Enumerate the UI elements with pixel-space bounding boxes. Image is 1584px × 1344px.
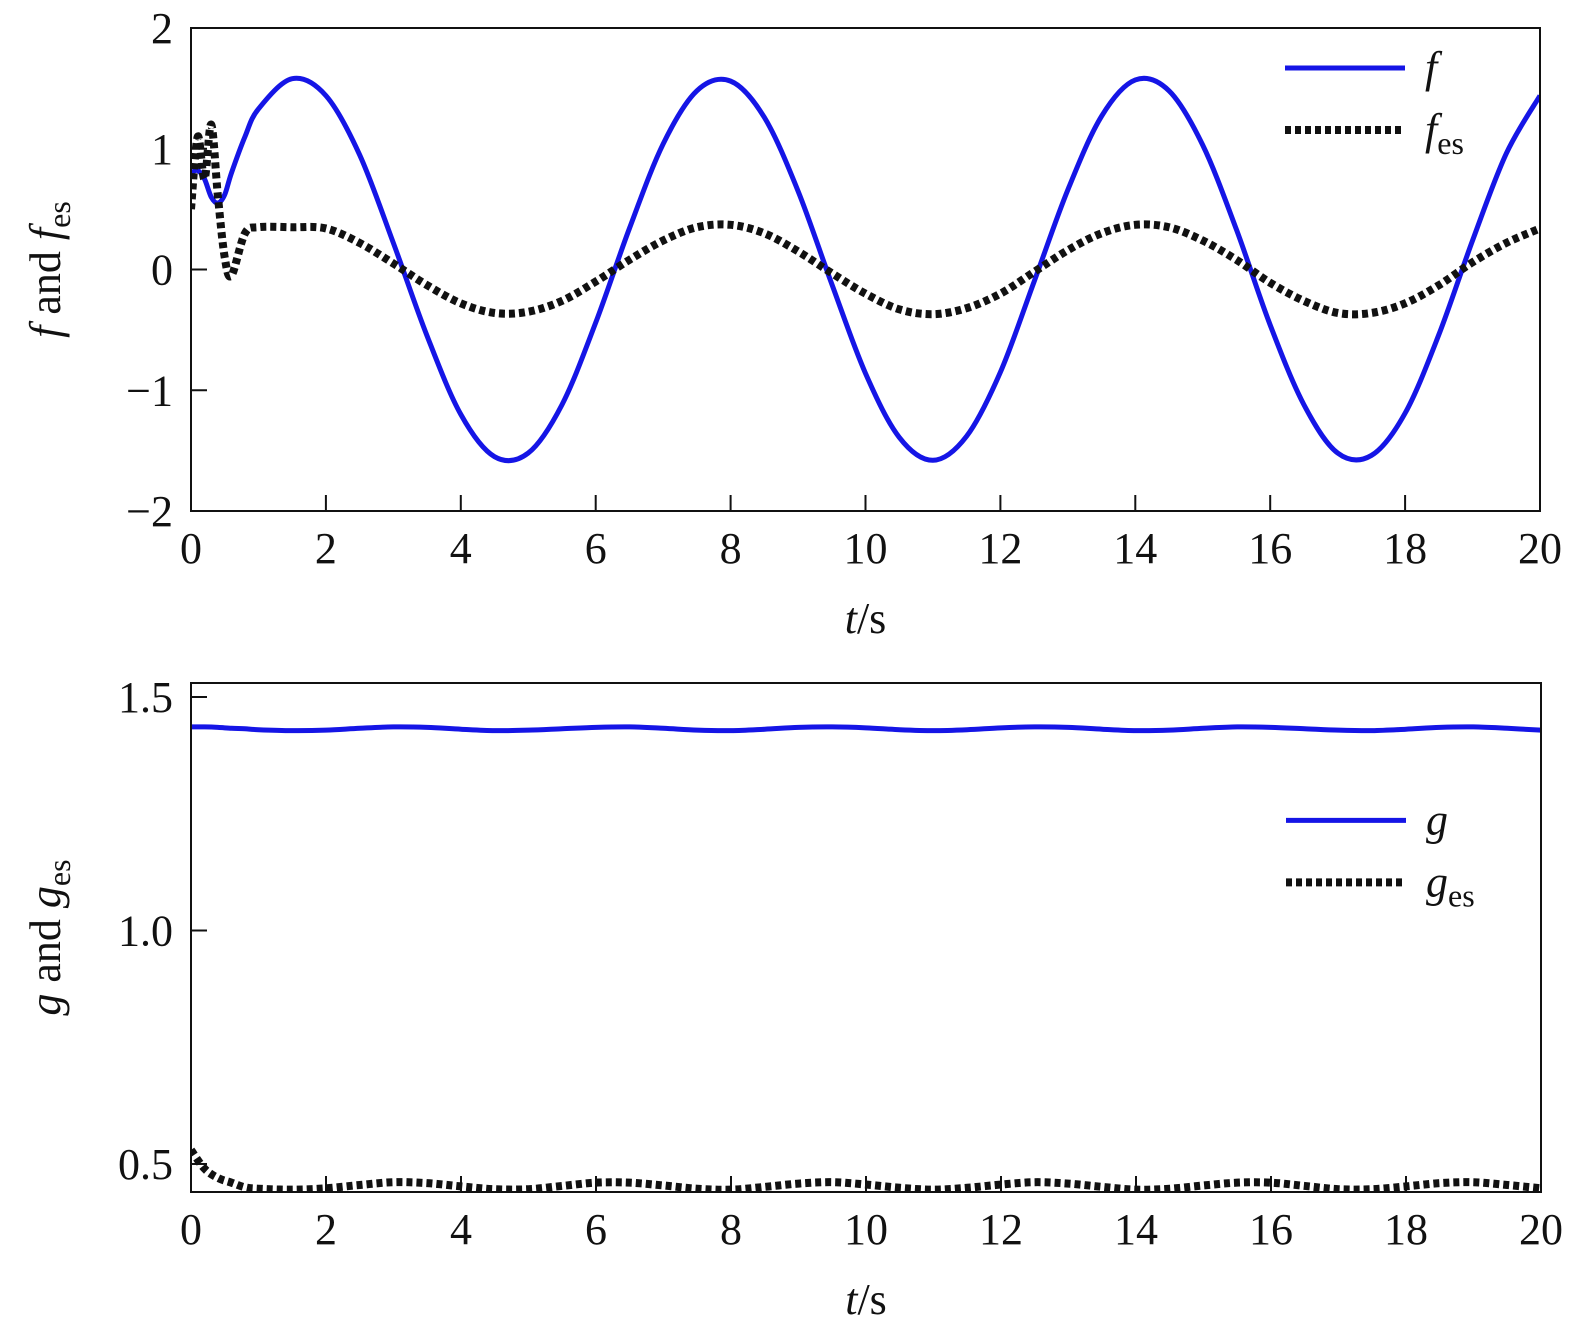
y-tick-label: 1.5	[118, 673, 173, 722]
text-part: g	[21, 994, 70, 1016]
legend-label: g	[1426, 795, 1448, 844]
text-part: and	[21, 908, 70, 994]
x-tick-label: 16	[1248, 524, 1292, 573]
text-part: g	[21, 886, 70, 908]
text-part: es	[1437, 125, 1464, 161]
x-tick-label: 8	[720, 524, 742, 573]
plot-frame	[190, 27, 1541, 512]
x-tick-label: 8	[720, 1205, 742, 1254]
y-axis-label: g and ges	[21, 859, 77, 1015]
y-tick-label: 0.5	[118, 1140, 173, 1189]
x-tick-label: 0	[180, 1205, 202, 1254]
x-axis-label: t/s	[845, 594, 887, 643]
series-line	[191, 75, 1540, 464]
x-tick-label: 20	[1519, 1205, 1563, 1254]
x-axis-label: t/s	[845, 1275, 887, 1324]
text-part: /s	[857, 1275, 886, 1324]
text-part: /s	[857, 594, 886, 643]
y-tick-label: 0	[151, 246, 173, 295]
x-tick-label: 18	[1383, 524, 1427, 573]
x-tick-label: 10	[844, 1205, 888, 1254]
y-tick-label: 1.0	[118, 906, 173, 955]
series-line	[191, 1147, 1541, 1192]
text-part: and	[21, 240, 70, 326]
x-tick-label: 10	[844, 524, 888, 573]
text-part: f	[1425, 43, 1443, 92]
legend-label: ges	[1426, 857, 1475, 913]
x-tick-label: 12	[978, 524, 1022, 573]
text-part: es	[1448, 877, 1475, 913]
y-tick-label: −2	[126, 487, 173, 536]
x-tick-label: 4	[450, 524, 472, 573]
text-part: t	[845, 594, 859, 643]
x-tick-label: 14	[1113, 524, 1157, 573]
x-tick-label: 2	[315, 1205, 337, 1254]
x-tick-label: 18	[1384, 1205, 1428, 1254]
text-part: es	[41, 201, 77, 228]
x-tick-label: 6	[585, 1205, 607, 1254]
x-tick-label: 14	[1114, 1205, 1158, 1254]
y-tick-label: 2	[151, 4, 173, 53]
series-line	[191, 724, 1541, 734]
text-part: es	[41, 859, 77, 886]
x-tick-label: 16	[1249, 1205, 1293, 1254]
series-line	[191, 120, 1540, 319]
legend-label: fes	[1425, 105, 1464, 161]
plot-frame	[190, 682, 1542, 1193]
text-part: g	[1426, 795, 1448, 844]
text-part: t	[845, 1275, 859, 1324]
y-axis-label: f and fes	[21, 201, 77, 338]
x-tick-label: 0	[180, 524, 202, 573]
subplot: 0 2 4 6 8 10 12 14 16 18 200.51.01.5t/sg and gesgg…	[21, 673, 1563, 1324]
y-tick-label: 1	[151, 125, 173, 174]
text-part: g	[1426, 857, 1448, 906]
y-tick-label: −1	[126, 366, 173, 415]
x-tick-label: 6	[585, 524, 607, 573]
legend-label: f	[1425, 43, 1443, 92]
x-tick-label: 4	[450, 1205, 472, 1254]
x-tick-label: 12	[979, 1205, 1023, 1254]
x-tick-label: 2	[315, 524, 337, 573]
x-tick-label: 20	[1518, 524, 1562, 573]
